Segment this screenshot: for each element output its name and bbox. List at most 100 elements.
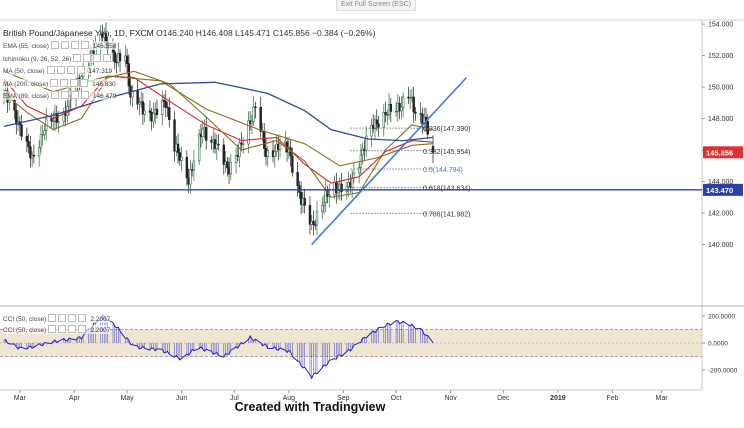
x-tick-label: 2019 [550,395,566,402]
candle-body [118,53,122,62]
candle-body [259,106,262,132]
cci-legend-value: 2.2007 [90,316,111,323]
candle-body [384,112,387,116]
fib-level-label: 0.382(145.954) [423,149,470,156]
candle-body [39,134,43,149]
candle-body [254,106,257,108]
candle-body [312,221,315,225]
candle-body [32,154,36,157]
cci-control-icon[interactable] [78,314,87,322]
indicator-control-icon[interactable] [50,91,59,99]
indicator-control-icon[interactable] [80,91,89,99]
indicator-label: MA (50, close) [3,68,45,75]
candle-body [30,154,34,159]
candle-body [168,107,171,121]
x-tick-label: Jul [230,395,239,402]
candle-body [250,121,254,124]
x-tick-label: Jun [176,395,187,402]
indicator-control-icon[interactable] [66,66,75,74]
indicator-label: EMA (89, close) [3,93,49,100]
candle-body [143,110,146,115]
cci-control-icon[interactable] [58,314,67,322]
indicator-control-icon[interactable] [60,91,69,99]
indicator-control-icon[interactable] [60,78,69,87]
ohlc-readout: O146.240 H146.408 L145.471 C145.856 −0.3… [156,28,376,38]
cci-line [3,314,434,380]
candle-body [431,145,435,153]
indicator-control-icon[interactable] [70,91,79,99]
cci-legend-row[interactable]: CCI (50, close) 2.2007 [3,325,111,334]
candle-body [322,202,326,206]
x-tick-label: Aug [283,395,296,402]
cci-control-icon[interactable] [68,314,77,322]
indicator-row[interactable]: MA (50, close) 147.319 [3,66,113,75]
indicator-control-icon[interactable] [70,78,79,87]
cci-legend-label: CCI (50, close) [3,327,47,334]
cci-control-icon[interactable] [48,314,57,322]
candle-body [15,109,18,125]
indicator-control-icon[interactable] [93,53,102,62]
indicator-control-icon[interactable] [46,66,55,74]
indicator-control-icon[interactable] [73,53,82,62]
candle-body [173,119,176,152]
candle-body [197,133,201,162]
indicator-control-icon[interactable] [70,41,79,49]
indicator-value: 146.830 [92,80,116,88]
x-tick-label: Mar [14,395,27,402]
indicator-row[interactable]: Ichimoku (9, 26, 52, 26) [3,53,112,63]
watermark-caption: Created with Tradingview [234,400,386,414]
indicator-control-icon[interactable] [50,78,59,87]
cci-control-icon[interactable] [48,325,57,333]
indicator-control-icon[interactable] [83,53,92,62]
candle-body [412,96,415,113]
candle-body [52,120,55,123]
indicator-control-icon[interactable] [103,53,112,62]
cci-legend-value: 2.2007 [90,327,111,334]
cci-y-tick-label: -200.0000 [708,368,738,375]
indicator-control-icon[interactable] [60,41,69,49]
cci-legend-row[interactable]: CCI (50, close) 2.2007 [3,314,111,323]
x-tick-label: Apr [69,395,81,402]
x-tick-label: Dec [497,395,510,402]
cci-control-icon[interactable] [68,325,77,333]
cci-control-icon[interactable] [78,325,87,333]
candle-body [352,172,356,179]
indicator-control-icon[interactable] [80,41,89,49]
candle-body [201,128,204,138]
y-tick-label: 144.000 [708,179,733,186]
y-tick-label: 142.000 [708,210,733,217]
candle-body [189,169,192,185]
indicator-control-icon[interactable] [56,66,65,74]
fib-level-label: 0.786(141.982) [423,211,470,218]
candle-body [345,186,349,192]
y-tick-label: 140.000 [708,242,733,249]
indicator-control-icon[interactable] [50,41,59,49]
candle-body [377,123,380,128]
indicator-value: 146.479 [92,93,117,100]
exit-fullscreen-button[interactable]: Exit Full Screen (ESC) [336,0,416,11]
candle-body [400,106,403,112]
candle-body [8,100,11,103]
indicator-value: 146.558 [92,43,117,50]
indicator-control-icon[interactable] [80,78,89,87]
candle-body [41,134,44,136]
cci-control-icon[interactable] [58,325,67,333]
candle-body [296,172,299,186]
candle-body [266,150,269,157]
candle-body [252,106,255,122]
indicator-row[interactable]: EMA (55, close) 146.558 [3,41,117,50]
x-tick-label: May [120,395,134,402]
indicator-row[interactable]: EMA (89, close) 146.479 [3,91,117,100]
indicator-row[interactable]: MA (200, close) 146.830 [3,78,116,88]
candle-body [336,190,340,194]
candle-body [226,161,229,169]
fib-level-label: 0.618(143.634) [423,185,470,192]
candle-body [161,100,164,115]
candle-body [389,104,393,112]
price-badge [703,183,743,196]
y-tick-label: 148.000 [708,116,733,123]
chart-title: British Pound/Japanese Yen, 1D, FXCM O14… [3,28,375,38]
candle-body [162,100,166,102]
candle-body [125,55,129,64]
indicator-control-icon[interactable] [76,66,85,74]
